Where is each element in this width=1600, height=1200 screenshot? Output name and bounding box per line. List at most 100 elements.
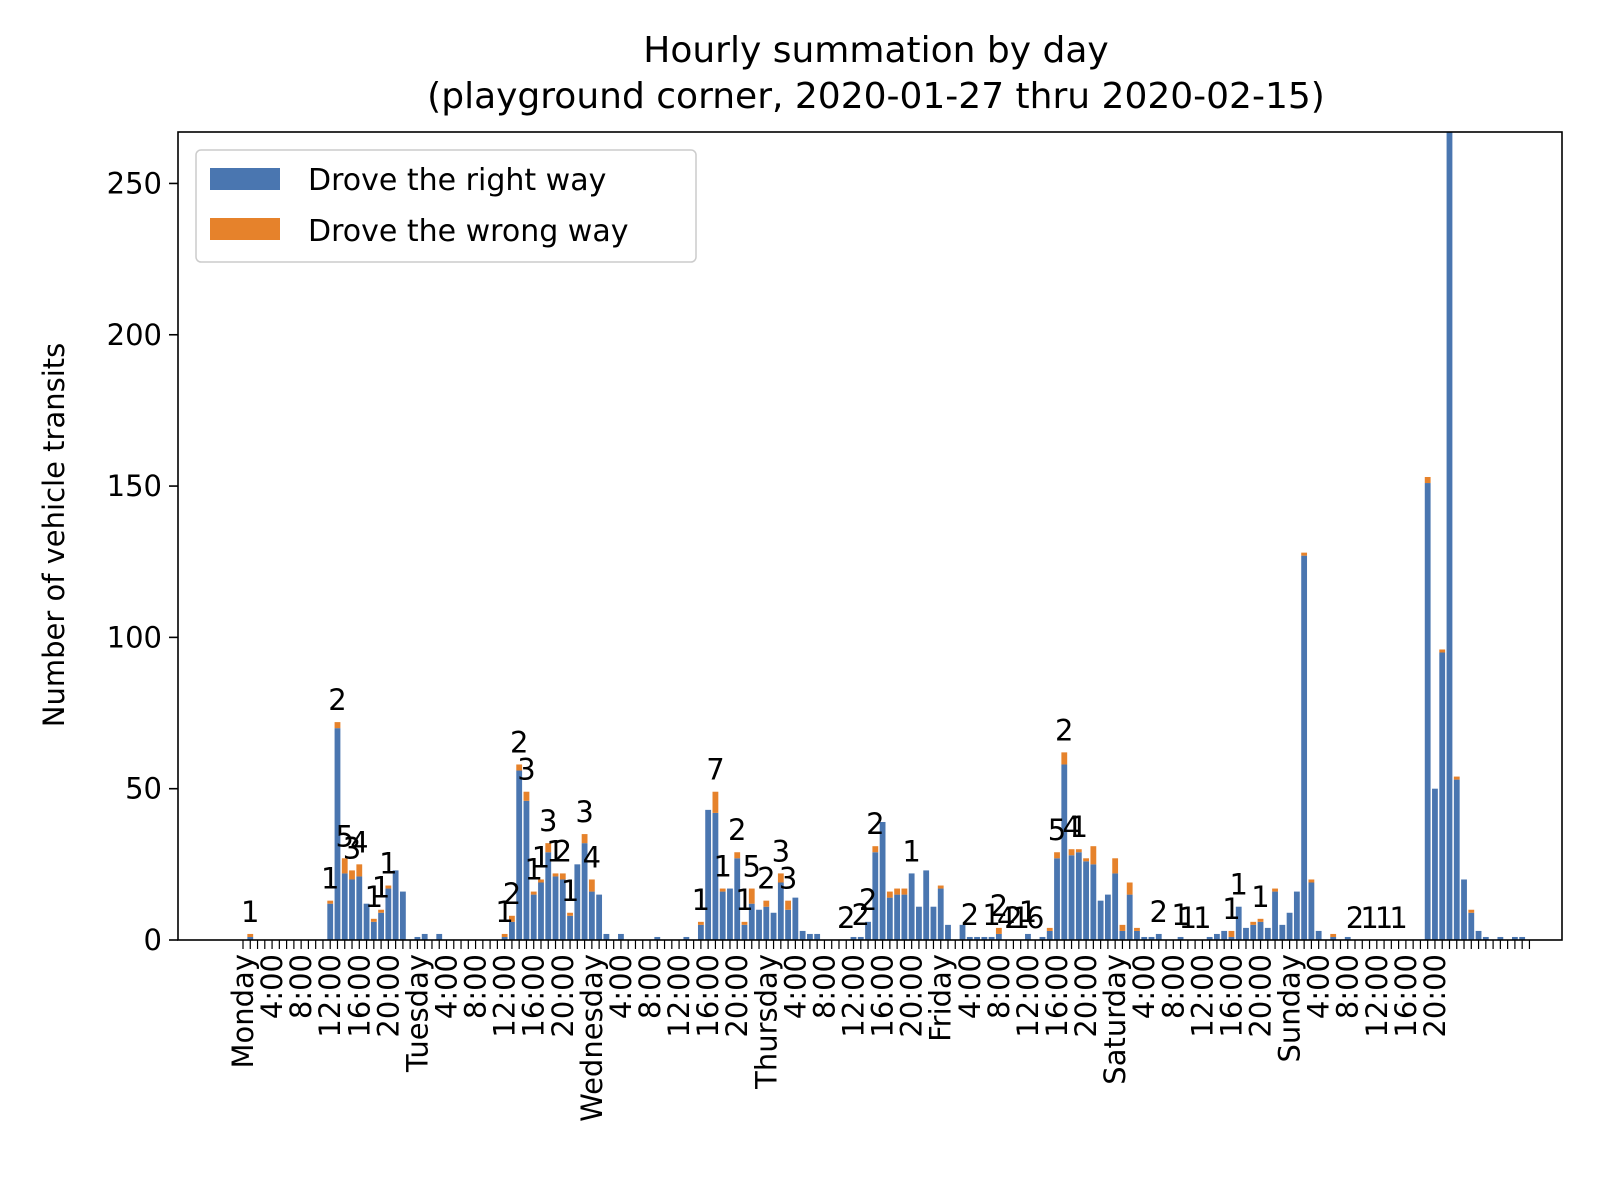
- bar-right-way: [995, 933, 1002, 940]
- bar-annotation: 2: [961, 898, 979, 932]
- x-tick-label-hour: 4:00: [778, 954, 812, 1019]
- bar-annotation: 1: [546, 834, 564, 868]
- bar-wrong-way: [719, 888, 726, 892]
- bar-right-way: [392, 870, 399, 940]
- bar-right-way: [1214, 933, 1220, 940]
- bar-right-way: [1301, 555, 1308, 940]
- x-tick-label-hour: 20:00: [546, 954, 580, 1038]
- bar-right-way: [1315, 930, 1322, 940]
- bar-annotation: 1: [1222, 892, 1240, 926]
- bar-right-way: [341, 873, 348, 940]
- bar-annotation: 5: [336, 819, 354, 853]
- bar-annotation: 3: [575, 795, 593, 829]
- bar-right-way: [1264, 927, 1271, 940]
- bar-right-way: [1344, 936, 1351, 940]
- bar-right-way: [1126, 894, 1133, 940]
- bar-annotation: 1: [735, 883, 753, 917]
- bar-right-way: [334, 728, 341, 940]
- bar-right-way: [501, 936, 508, 940]
- bar-right-way: [378, 912, 384, 940]
- bar-wrong-way: [1424, 476, 1431, 484]
- legend-swatch-wrong-way: [210, 218, 280, 240]
- bar-annotation: 2: [1004, 901, 1022, 935]
- bar-annotation: 3: [779, 862, 797, 896]
- x-tick-label-day: Sunday: [1273, 954, 1307, 1063]
- bar-annotation: 1: [1011, 901, 1029, 935]
- x-tick-label-hour: 20:00: [1418, 954, 1452, 1038]
- bar-right-way: [618, 933, 624, 940]
- bar-right-way: [697, 924, 704, 940]
- bar-right-way: [1039, 936, 1046, 940]
- bar-annotation: 1: [692, 883, 710, 917]
- plot-frame: [177, 131, 1563, 941]
- bar-right-way: [654, 936, 661, 940]
- bar-wrong-way: [1090, 846, 1097, 865]
- x-tick-label-hour: 20:00: [371, 954, 405, 1038]
- bar-right-way: [545, 852, 552, 940]
- legend-label-wrong-way: Drove the wrong way: [308, 214, 628, 249]
- bar-annotation: 2: [1055, 713, 1073, 747]
- bar-right-way: [567, 915, 573, 940]
- bar-wrong-way: [581, 834, 588, 844]
- bar-right-way: [777, 882, 784, 940]
- bar-annotation: 1: [1193, 901, 1211, 935]
- bar-annotation: 3: [539, 804, 557, 838]
- bar-annotation: 2: [510, 725, 528, 759]
- x-tick-label-day: Saturday: [1098, 954, 1132, 1085]
- y-tick-label: 250: [107, 166, 162, 200]
- bar-right-way: [538, 882, 544, 940]
- bar-right-way: [879, 821, 886, 940]
- bar-right-way: [552, 876, 559, 940]
- x-tick-label-hour: 12:00: [662, 954, 696, 1038]
- bar-right-way: [1104, 894, 1111, 940]
- bar-right-way: [719, 891, 726, 940]
- x-tick-label-hour: 4:00: [1127, 954, 1161, 1019]
- y-tick-label: 150: [107, 469, 162, 503]
- bar-right-way: [509, 921, 515, 940]
- x-tick-label-hour: 12:00: [1185, 954, 1219, 1038]
- x-tick-label-day: Friday: [924, 954, 958, 1042]
- x-tick-label-hour: 16:00: [342, 954, 376, 1038]
- bar-right-way: [908, 873, 915, 940]
- bar-right-way: [756, 909, 762, 940]
- bar-right-way: [727, 888, 733, 940]
- bar-annotation: 1: [1070, 810, 1088, 844]
- bar-right-way: [1453, 779, 1460, 940]
- x-tick-label-hour: 20:00: [720, 954, 754, 1038]
- bar-annotation: 1: [1251, 880, 1269, 914]
- bar-right-way: [1054, 858, 1060, 940]
- x-tick-label-hour: 20:00: [1069, 954, 1103, 1038]
- bar-right-way: [865, 921, 871, 940]
- bar-wrong-way: [1228, 930, 1235, 937]
- bar-right-way: [603, 933, 610, 940]
- bar-right-way: [1432, 788, 1438, 940]
- x-tick-label-hour: 12:00: [488, 954, 522, 1038]
- bar-right-way: [1330, 936, 1337, 940]
- bar-right-way: [937, 888, 944, 940]
- bar-annotation: 4: [997, 901, 1015, 935]
- bar-wrong-way: [734, 852, 741, 859]
- x-tick-label-hour: 12:00: [1360, 954, 1394, 1038]
- bar-annotation: 1: [241, 895, 259, 929]
- bar-right-way: [327, 903, 334, 940]
- bar-right-way: [857, 936, 864, 940]
- bar-right-way: [1293, 891, 1300, 940]
- bar-annotation: 3: [772, 834, 790, 868]
- bar-wrong-way: [559, 873, 566, 880]
- bar-wrong-way: [247, 933, 254, 937]
- bar-annotation: 5: [1048, 813, 1066, 847]
- bar-annotation: 1: [495, 895, 513, 929]
- bar-wrong-way: [1061, 752, 1068, 765]
- bar-right-way: [1141, 936, 1148, 940]
- bar-wrong-way: [748, 888, 755, 904]
- bar-annotation: 2: [554, 834, 572, 868]
- bar-right-way: [741, 924, 748, 940]
- bar-wrong-way: [1257, 918, 1264, 922]
- bar-right-way: [1519, 936, 1526, 940]
- bar-right-way: [1097, 900, 1104, 940]
- bar-wrong-way: [588, 879, 595, 892]
- bar-wrong-way: [1301, 552, 1308, 556]
- bar-right-way: [247, 936, 254, 940]
- bar-right-way: [559, 879, 566, 940]
